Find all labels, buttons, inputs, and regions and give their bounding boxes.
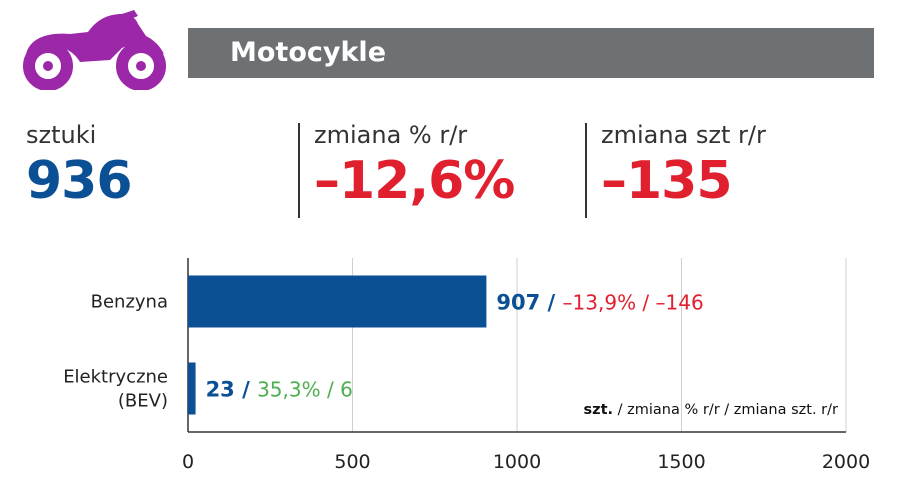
data-label: 23 / 35,3% / 6	[206, 378, 353, 402]
stat-divider	[585, 123, 587, 218]
legend-note: szt. / zmiana % r/r / zmiana szt. r/r	[584, 402, 839, 418]
stat-unit-change-label: zmiana szt r/r	[601, 121, 766, 149]
x-tick-label: 2000	[822, 451, 870, 473]
stat-pct-change-value: –12,6%	[314, 151, 515, 211]
stat-units-label: sztuki	[26, 121, 97, 149]
page-title: Motocykle	[188, 28, 874, 78]
category-label: Benzyna	[91, 292, 168, 313]
x-tick-label: 1000	[493, 451, 541, 473]
stat-unit-change: zmiana szt r/r –135	[601, 120, 766, 220]
x-tick-label: 1500	[657, 451, 705, 473]
stat-pct-change: zmiana % r/r –12,6%	[314, 120, 515, 220]
stat-unit-change-value: –135	[601, 151, 733, 211]
motorcycle-icon	[23, 10, 166, 90]
stat-units-value: 936	[26, 151, 133, 211]
data-label: 907 / –13,9% / –146	[496, 291, 703, 315]
x-tick-label: 0	[182, 451, 194, 473]
category-label: Elektryczne (BEV)	[63, 367, 168, 412]
stat-divider	[298, 123, 300, 218]
bar	[188, 362, 196, 415]
stat-pct-change-label: zmiana % r/r	[314, 121, 468, 149]
bar	[188, 275, 487, 328]
stat-units: sztuki 936	[26, 120, 133, 220]
x-tick-label: 500	[334, 451, 370, 473]
